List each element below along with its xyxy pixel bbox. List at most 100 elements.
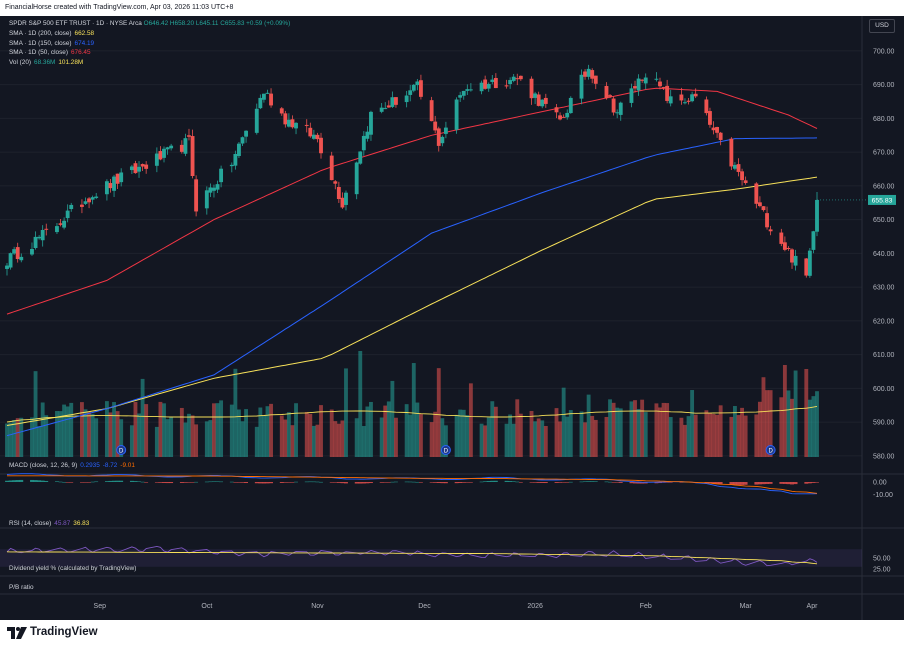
volume-bar — [483, 425, 488, 457]
candle-body — [740, 171, 744, 181]
rsi-legend[interactable]: RSI (14, close) 45.87 36.83 — [9, 520, 89, 527]
macd-histogram-bar — [5, 480, 9, 482]
candle-body — [162, 148, 166, 158]
candle-body — [58, 223, 63, 225]
candle-body — [344, 192, 348, 205]
volume-bar — [518, 413, 523, 457]
macd-histogram-bar — [568, 481, 573, 483]
candle-body — [104, 181, 109, 195]
macd-histogram-bar — [782, 482, 787, 484]
legend-sma200-row[interactable]: SMA · 1D (200, close) 662.58 — [9, 29, 290, 39]
macd-histogram-bar — [390, 481, 395, 483]
x-tick-label: Feb — [640, 603, 652, 610]
candle-body — [761, 206, 766, 211]
candle-body — [115, 173, 120, 184]
macd-histogram-bar — [415, 481, 420, 483]
macd-histogram-bar — [15, 480, 20, 482]
candle-body — [661, 87, 666, 89]
volume-bar — [693, 414, 698, 457]
volume-bar — [286, 412, 291, 457]
macd-histogram-bar — [636, 482, 641, 484]
volume-bar — [508, 414, 513, 457]
x-tick-label: Nov — [311, 603, 324, 610]
macd-histogram-bar — [815, 482, 819, 483]
volume-bars — [5, 350, 819, 457]
volume-bar — [65, 406, 70, 457]
macd-histogram-bar — [30, 479, 34, 482]
volume-bar — [69, 402, 74, 457]
candle-body — [244, 130, 249, 137]
pb-ratio-pane-label[interactable]: P/B ratio — [9, 584, 34, 591]
brand-name: TradingView — [30, 626, 98, 638]
macd-histogram-bar — [629, 482, 634, 484]
macd-value-3: -9.01 — [120, 462, 135, 469]
volume-bar — [129, 425, 134, 457]
candle-body — [458, 95, 463, 98]
candle-body — [208, 187, 213, 193]
x-tick-label: Oct — [201, 603, 212, 610]
price-chart[interactable]: 580.00 590.00 600.00 610.00 620.00 630.00 640.… — [0, 16, 904, 620]
volume-bar — [811, 396, 816, 457]
legend-sma200-value: 662.58 — [74, 29, 95, 37]
sma50-line — [6, 87, 818, 315]
macd-histogram-bar — [511, 481, 516, 482]
volume-bar — [94, 418, 99, 457]
macd-histogram-bar — [65, 482, 70, 483]
macd-histogram-bar — [515, 481, 520, 483]
volume-bar — [683, 424, 687, 457]
candle-body — [404, 95, 409, 103]
volume-bar — [558, 421, 563, 457]
candle-body — [254, 108, 259, 133]
volume-bar — [436, 368, 441, 457]
macd-histogram-bar — [586, 481, 591, 482]
legend-sma150-row[interactable]: SMA · 1D (150, close) 674.19 — [9, 39, 290, 49]
dividend-yield-pane-label[interactable]: Dividend yield % (calculated by TradingV… — [9, 565, 137, 572]
macd-histogram-bar — [729, 482, 734, 485]
price-tick-label: 700.00 — [873, 48, 895, 55]
candle-body — [383, 108, 388, 110]
volume-bar — [169, 416, 174, 457]
volume-bar — [729, 416, 734, 457]
volume-bar — [490, 401, 495, 457]
volume-bar — [190, 415, 195, 457]
dividend-marker-letter: D — [119, 449, 124, 455]
rsi-pane: 50.00 25.00 — [0, 545, 891, 574]
macd-histogram-bar — [468, 482, 473, 483]
candle-body — [212, 187, 216, 191]
volume-bar — [8, 422, 13, 457]
candle-body — [233, 153, 238, 166]
candle-body — [429, 100, 434, 122]
macd-legend[interactable]: MACD (close, 12, 26, 9) 0.2935 -8.72 -9.01 — [9, 462, 135, 469]
macd-histogram-bar — [804, 482, 809, 484]
candle-body — [790, 249, 794, 263]
macd-histogram-bar — [504, 480, 509, 482]
legend-sma50-row[interactable]: SMA · 1D (50, close) 676.45 — [9, 48, 290, 58]
price-tick-label: 600.00 — [873, 386, 895, 393]
volume-bar — [315, 424, 320, 457]
candle-body — [333, 181, 338, 184]
macd-histogram-bar — [12, 480, 17, 482]
macd-histogram-bar — [807, 482, 812, 484]
macd-histogram-bar — [583, 481, 587, 482]
volume-bar — [265, 406, 270, 457]
candle-body — [119, 172, 124, 183]
currency-button[interactable]: USD — [869, 19, 895, 33]
legend-sma150-label: SMA · 1D (150, close) — [9, 39, 72, 47]
candle-body — [87, 198, 91, 203]
candle-body — [8, 253, 13, 268]
macd-histogram-bar — [311, 481, 316, 483]
candle-body — [504, 85, 509, 87]
rsi-tick-label: 50.00 — [873, 556, 891, 563]
candle-body — [279, 108, 284, 114]
macd-line — [6, 473, 818, 495]
chart-panel[interactable]: 580.00 590.00 600.00 610.00 620.00 630.00 640.… — [0, 16, 904, 620]
volume-bar — [418, 413, 423, 457]
rsi-value-1: 45.87 — [54, 520, 71, 527]
volume-bar — [743, 415, 748, 457]
price-tick-label: 620.00 — [873, 318, 895, 325]
volume-bar — [115, 411, 120, 457]
candlesticks — [5, 64, 819, 278]
legend-symbol[interactable]: SPDR S&P 500 ETF TRUST · 1D · NYSE Arca — [9, 20, 142, 27]
macd-histogram-bar — [611, 482, 616, 483]
legend-volume-row[interactable]: Vol (20) 68.36M 101.28M — [9, 58, 290, 68]
